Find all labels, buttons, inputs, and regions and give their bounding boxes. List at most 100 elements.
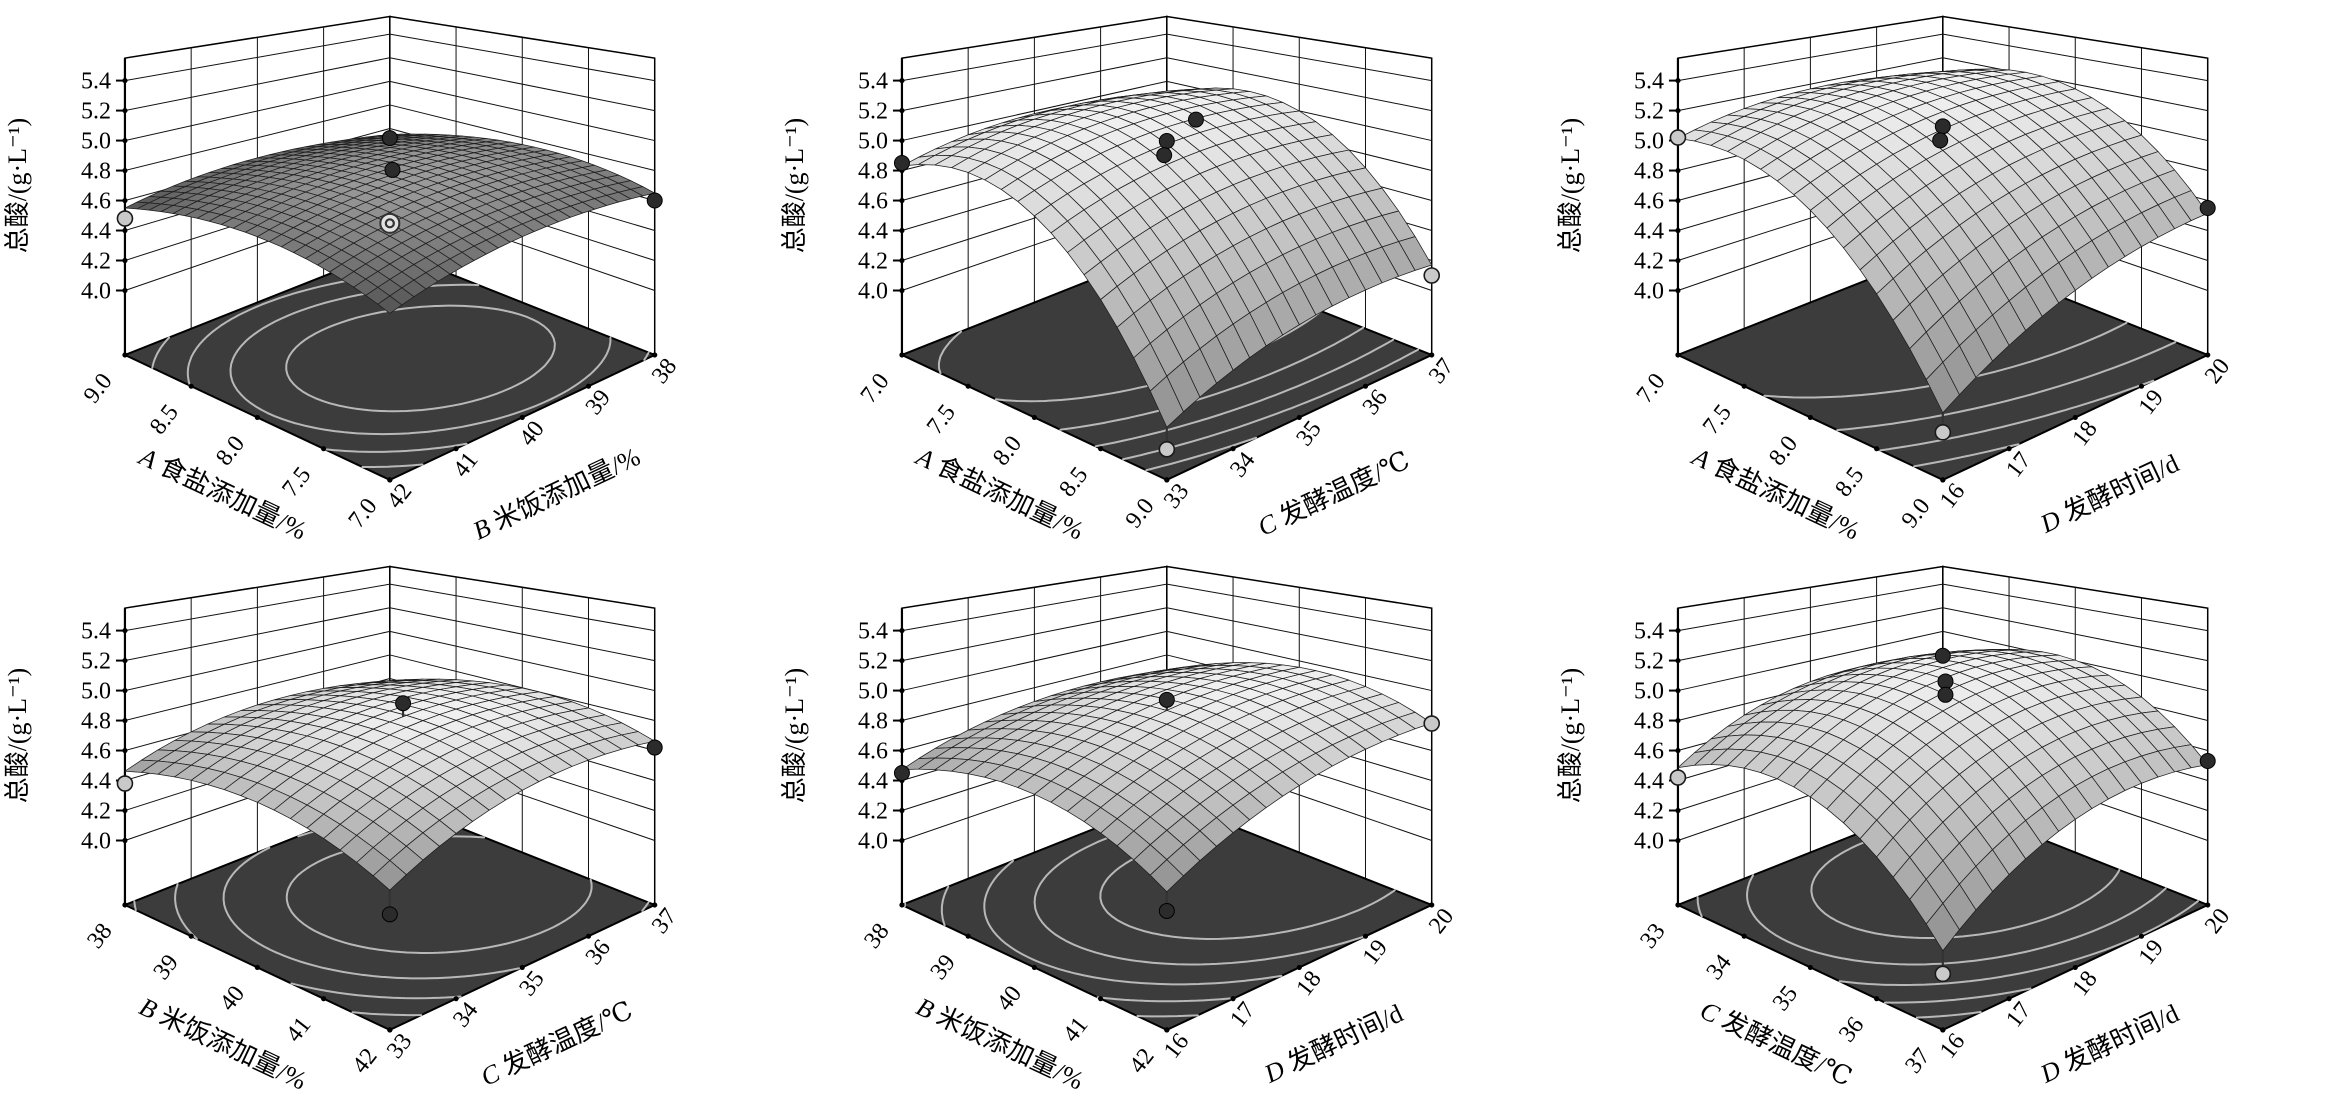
x-tick-mark: [965, 383, 971, 389]
z-axis: 4.0 4.2 4.4 4.6 4.8 5.0 5.2 5.4 总酸/(g·L⁻¹): [1556, 608, 1681, 905]
z-tick-mark: [1675, 657, 1681, 664]
design-point-light: [1423, 267, 1440, 284]
x-tick-label: 9.0: [79, 369, 118, 409]
y-axis-title: C 发酵温度/℃: [476, 996, 637, 1092]
x-tick-label: 34: [1702, 950, 1737, 985]
z-tick-label: 4.0: [858, 278, 888, 304]
y-tick-label: 37: [647, 904, 682, 939]
y-tick-mark: [652, 902, 658, 908]
x-tick-mark: [1808, 414, 1814, 421]
z-tick-label: 4.0: [81, 828, 111, 854]
z-axis: 4.0 4.2 4.4 4.6 4.8 5.0 5.2 5.4 总酸/(g·L⁻¹): [1556, 58, 1681, 355]
response-surface: [1677, 68, 2209, 414]
design-point-light: [1934, 965, 1952, 983]
z-tick-label: 4.8: [81, 159, 111, 185]
design-point-light: [116, 775, 134, 792]
z-tick-label: 4.6: [858, 189, 888, 215]
y-tick-mark: [2139, 933, 2145, 939]
z-tick-label: 5.0: [81, 129, 111, 155]
contour-line: [1913, 443, 2020, 468]
y-tick-mark: [453, 996, 459, 1002]
plot-canvas-A-D: 4.0 4.2 4.4 4.6 4.8 5.0 5.2 5.4 总酸/(g·L⁻¹) 7.0 7.5…: [1556, 15, 2236, 546]
z-tick-mark: [122, 77, 128, 84]
z-tick-label: 4.0: [1634, 828, 1664, 854]
design-point-dark: [381, 906, 398, 923]
y-tick-label: 17: [1225, 997, 1260, 1032]
z-tick-mark: [899, 77, 905, 84]
plot-canvas-B-D: 4.0 4.2 4.4 4.6 4.8 5.0 5.2 5.4 总酸/(g·L⁻¹) 38 39 40…: [780, 565, 1459, 1096]
contour-line: [229, 283, 612, 436]
z-tick-label: 4.8: [81, 709, 111, 735]
x-tick-label: 7.5: [922, 400, 961, 440]
x-tick-mark: [1741, 933, 1748, 939]
z-tick-label: 4.2: [858, 249, 888, 275]
y-tick-label: 38: [647, 354, 682, 389]
x-tick-label: 41: [281, 1012, 316, 1047]
x-tick-mark: [254, 414, 260, 421]
y-tick-mark: [1296, 414, 1302, 421]
z-tick-label: 4.8: [858, 159, 888, 185]
z-axis: 4.0 4.2 4.4 4.6 4.8 5.0 5.2 5.4 总酸/(g·L⁻¹): [780, 58, 905, 355]
design-point-dark: [384, 161, 401, 178]
contour-line: [1836, 341, 2177, 432]
design-point-dark: [1187, 111, 1204, 128]
design-point-dark: [1155, 147, 1172, 164]
z-tick-label: 5.2: [1634, 649, 1664, 675]
z-tick-label: 4.2: [858, 799, 888, 825]
x-tick-label: 7.0: [855, 369, 894, 409]
y-tick-mark: [519, 414, 525, 421]
y-tick-mark: [1163, 477, 1170, 483]
x-tick-mark: [188, 383, 194, 389]
design-point-dark: [893, 155, 910, 172]
x-tick-mark: [1031, 964, 1037, 971]
x-tick-mark: [1874, 996, 1880, 1002]
x-tick-mark: [188, 933, 194, 939]
x-tick-label: 8.0: [988, 431, 1027, 471]
y-tick-label: 16: [1159, 1029, 1194, 1064]
y-tick-label: 33: [382, 1029, 417, 1064]
z-axis: 4.0 4.2 4.4 4.6 4.8 5.0 5.2 5.4 总酸/(g·L⁻¹): [3, 608, 128, 905]
z-tick-label: 5.2: [81, 99, 111, 125]
x-tick-label: 40: [215, 981, 250, 1016]
contour-line: [903, 902, 1199, 1018]
design-points: [116, 695, 663, 923]
y-tick-mark: [2205, 902, 2211, 908]
y-tick-label: 33: [1159, 479, 1194, 514]
z-tick-label: 4.0: [858, 828, 888, 854]
z-tick-mark: [899, 717, 905, 724]
x-tick-label: 7.5: [277, 462, 316, 502]
y-tick-mark: [2072, 964, 2079, 971]
z-tick-mark: [122, 107, 128, 114]
z-tick-label: 5.4: [81, 619, 111, 645]
response-surface: [1677, 649, 2209, 952]
response-surface: [901, 87, 1432, 428]
z-tick-mark: [1675, 627, 1681, 634]
surface-plot-6: 4.0 4.2 4.4 4.6 4.8 5.0 5.2 5.4 总酸/(g·L⁻¹) 33 34 35…: [1553, 550, 2330, 1100]
y-tick-mark: [1362, 383, 1368, 389]
y-tick-mark: [2205, 352, 2211, 358]
design-points: [893, 111, 1440, 458]
z-tick-mark: [899, 837, 905, 844]
z-tick-label: 5.2: [1634, 99, 1664, 125]
z-tick-label: 4.6: [1634, 739, 1664, 765]
design-point-light: [1423, 715, 1440, 732]
design-points: [1669, 647, 2217, 983]
z-tick-mark: [1675, 197, 1681, 204]
z-tick-label: 4.2: [1634, 799, 1664, 825]
y-tick-label: 39: [581, 385, 616, 420]
z-tick-label: 4.6: [81, 739, 111, 765]
z-tick-mark: [122, 227, 128, 234]
y-tick-label: 20: [2200, 904, 2235, 939]
z-tick-label: 4.4: [81, 219, 111, 245]
x-tick-label: 40: [992, 981, 1027, 1016]
z-tick-mark: [899, 197, 905, 204]
design-point-light: [1158, 441, 1175, 458]
x-tick-mark: [321, 446, 327, 452]
x-tick-label: 8.5: [1054, 462, 1093, 502]
z-tick-mark: [122, 137, 128, 144]
z-axis-title: 总酸/(g·L⁻¹): [780, 118, 809, 253]
x-tick-label: 9.0: [1120, 494, 1159, 534]
design-point-ring: [379, 212, 401, 234]
x-tick-mark: [1874, 446, 1880, 452]
design-point-dark: [893, 765, 910, 782]
